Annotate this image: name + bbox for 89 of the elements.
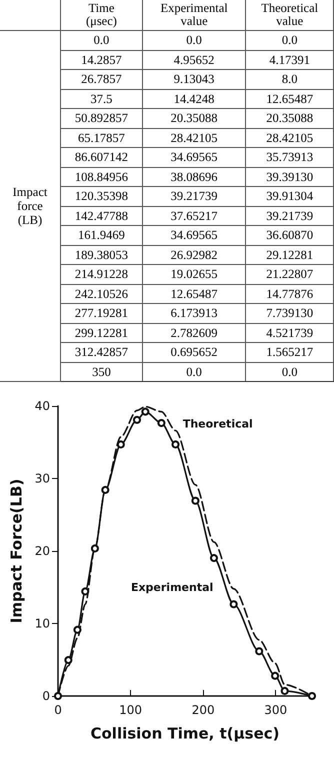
point bbox=[133, 416, 141, 424]
point bbox=[54, 692, 62, 700]
x-tick-label: 200 bbox=[192, 703, 215, 717]
y-tick-label: 0 bbox=[42, 689, 50, 703]
text: 6.173913 bbox=[170, 306, 218, 320]
text: 36.60870 bbox=[266, 228, 314, 242]
text: 189.38053 bbox=[74, 248, 128, 262]
text: 0.0 bbox=[282, 33, 298, 48]
x-tick-label: 100 bbox=[119, 703, 142, 717]
text: 0.0 bbox=[186, 364, 202, 379]
text: 277.19281 bbox=[74, 306, 128, 320]
text: 1.565217 bbox=[266, 345, 314, 360]
point bbox=[280, 686, 289, 695]
category-label: Experimental value bbox=[142, 0, 246, 30]
point bbox=[210, 554, 218, 562]
text: 14.2857 bbox=[81, 52, 122, 67]
point bbox=[116, 440, 125, 448]
text: 0.695652 bbox=[170, 345, 218, 360]
text: 9.13043 bbox=[174, 72, 214, 86]
text: 108.84956 bbox=[74, 170, 128, 184]
point bbox=[90, 544, 99, 552]
point bbox=[230, 600, 238, 608]
y-tick-label: 30 bbox=[34, 472, 50, 486]
series-label: Experimental bbox=[130, 580, 214, 594]
text: 34.69565 bbox=[170, 228, 218, 242]
text: 0.0 bbox=[94, 33, 110, 48]
text: 7.739130 bbox=[266, 306, 314, 320]
category-label: Time (μsec) bbox=[60, 0, 142, 30]
text: 4.521739 bbox=[266, 326, 314, 340]
text: 35.73913 bbox=[266, 150, 314, 164]
text: 39.21739 bbox=[170, 189, 218, 204]
x-tick-label: 0 bbox=[54, 703, 62, 717]
text: 0.0 bbox=[282, 364, 298, 379]
text: 21.22807 bbox=[266, 267, 314, 282]
text: 8.0 bbox=[282, 72, 298, 86]
text: 0.0 bbox=[186, 33, 202, 48]
text: 28.42105 bbox=[170, 130, 218, 145]
text: 142.47788 bbox=[74, 208, 128, 223]
point bbox=[255, 647, 264, 656]
text: Impact force (LB) bbox=[0, 30, 60, 382]
text: 350 bbox=[92, 364, 111, 379]
text: 20.35088 bbox=[170, 111, 218, 126]
text: 242.10526 bbox=[74, 286, 128, 301]
text: 39.91304 bbox=[266, 189, 314, 204]
text: 20.35088 bbox=[266, 111, 314, 126]
point bbox=[191, 496, 200, 505]
text: 86.607142 bbox=[74, 150, 128, 164]
y-tick-label: 10 bbox=[34, 616, 50, 630]
text: 65.17857 bbox=[78, 130, 125, 145]
text: 39.39130 bbox=[266, 170, 314, 184]
text: 14.77876 bbox=[266, 286, 314, 301]
y-axis-title: Impact Force(LB) bbox=[7, 478, 26, 624]
text: 37.65217 bbox=[170, 208, 218, 223]
x-tick-label: 300 bbox=[264, 703, 288, 717]
point bbox=[157, 419, 166, 428]
point bbox=[73, 626, 82, 634]
text: 19.02655 bbox=[170, 267, 218, 282]
text: 161.9469 bbox=[78, 228, 125, 242]
text: 4.17391 bbox=[269, 52, 310, 67]
text: 312.42857 bbox=[74, 345, 128, 360]
text: 120.35398 bbox=[74, 189, 128, 204]
point bbox=[101, 486, 110, 494]
point bbox=[172, 440, 180, 448]
point bbox=[141, 408, 150, 416]
text: 28.42105 bbox=[266, 130, 314, 145]
text: 50.892857 bbox=[74, 111, 128, 126]
text: 34.69565 bbox=[170, 150, 218, 164]
text: 39.21739 bbox=[266, 208, 314, 223]
point bbox=[81, 587, 90, 596]
x-axis-title: Collision Time, t(μsec) bbox=[90, 724, 280, 742]
series-label: Theoretical bbox=[182, 418, 253, 431]
point bbox=[64, 656, 72, 664]
text: 299.12281 bbox=[74, 326, 128, 340]
text: 2.782609 bbox=[170, 326, 218, 340]
text: 37.5 bbox=[90, 92, 112, 106]
text: 4.95652 bbox=[174, 52, 214, 67]
point bbox=[308, 692, 316, 700]
y-tick-label: 40 bbox=[34, 399, 50, 413]
text: 26.92982 bbox=[170, 248, 218, 262]
y-tick-label: 20 bbox=[34, 544, 50, 558]
text: 214.91228 bbox=[74, 267, 128, 282]
text: 12.65487 bbox=[266, 92, 314, 106]
point bbox=[271, 672, 280, 680]
text: 12.65487 bbox=[170, 286, 218, 301]
text: 29.12281 bbox=[266, 248, 314, 262]
text: 14.4248 bbox=[174, 92, 214, 106]
text: 26.7857 bbox=[81, 72, 122, 86]
category-label: Theoretical value bbox=[246, 0, 334, 30]
text: 38.08696 bbox=[170, 170, 218, 184]
